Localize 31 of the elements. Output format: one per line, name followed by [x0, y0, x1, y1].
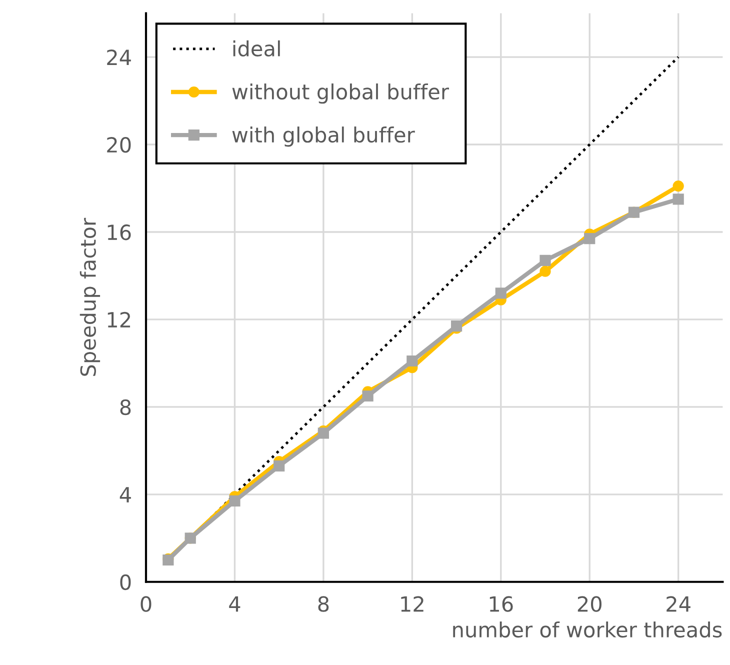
y-axis-title: Speedup factor	[80, 218, 100, 376]
point	[540, 266, 551, 277]
y-tick-label: 12	[108, 312, 130, 328]
legend-label: without global buffer	[232, 83, 449, 104]
point	[274, 460, 285, 472]
y-tick-label: 8	[120, 399, 131, 416]
x-tick-label: 16	[490, 596, 513, 612]
point	[672, 194, 684, 205]
point	[584, 232, 596, 244]
x-tick-label: 20	[578, 596, 602, 612]
point	[362, 390, 374, 402]
y-tick-label: 16	[108, 224, 131, 240]
x-tick-label: 8	[318, 596, 329, 612]
y-tick-label: 20	[107, 136, 131, 153]
point	[229, 495, 240, 507]
legend-label: ideal	[233, 40, 280, 57]
x-tick-label: 0	[140, 596, 152, 612]
point	[406, 355, 418, 367]
point	[450, 320, 462, 332]
point	[495, 288, 506, 299]
point	[318, 428, 329, 439]
point	[540, 254, 551, 266]
y-tick-label: 4	[120, 487, 131, 502]
x-tick-label: 4	[229, 596, 240, 612]
y-tick-label: 0	[120, 574, 131, 590]
point	[672, 180, 684, 192]
x-tick-label: 24	[666, 596, 690, 612]
legend-label: with global buffer	[232, 126, 415, 147]
x-tick-label: 12	[401, 596, 424, 612]
x-axis-title: number of worker threads	[453, 621, 722, 638]
y-tick-label: 24	[107, 49, 131, 65]
